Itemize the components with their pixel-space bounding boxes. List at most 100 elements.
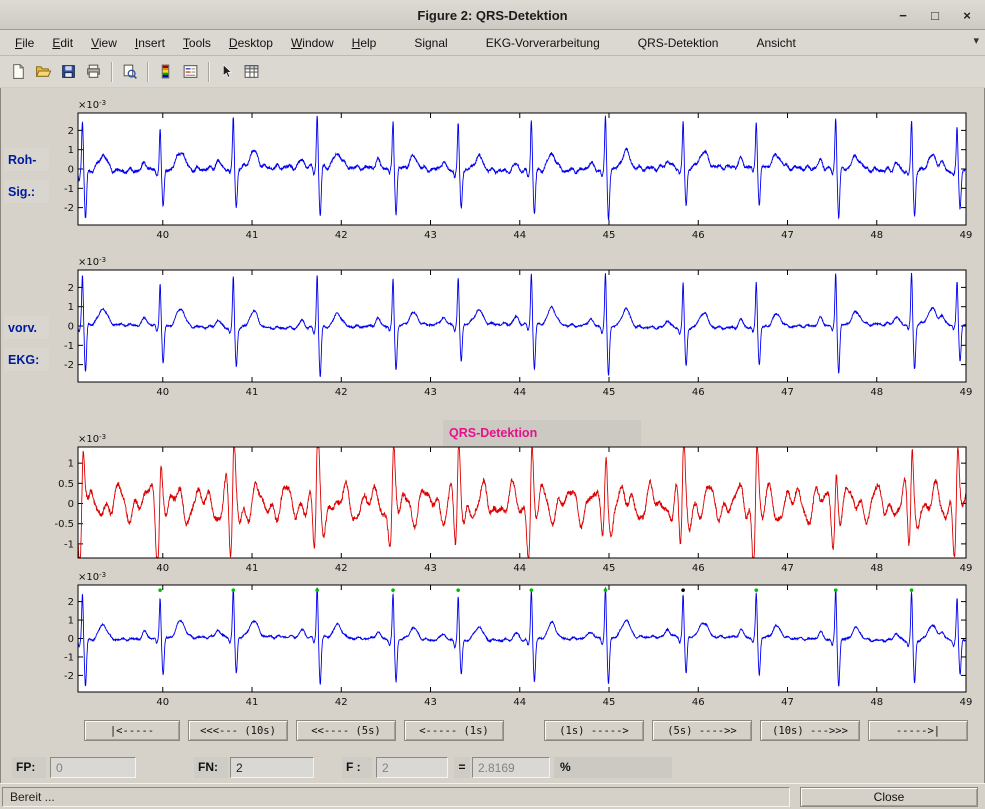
nav-forward-1s-button[interactable]: (1s) -----> — [544, 720, 644, 741]
maximize-icon[interactable]: □ — [931, 7, 939, 23]
menu-signal[interactable]: Signal — [414, 35, 448, 50]
print-preview-icon[interactable] — [117, 59, 142, 84]
svg-text:44: 44 — [513, 230, 526, 241]
svg-text:×10-3: ×10-3 — [78, 99, 106, 111]
svg-text:-2: -2 — [64, 671, 74, 682]
menu-ekg-vorverarbeitung[interactable]: EKG-Vorverarbeitung — [485, 35, 600, 50]
close-icon[interactable]: × — [963, 7, 971, 23]
svg-text:43: 43 — [424, 230, 437, 241]
insert-legend-icon[interactable] — [178, 59, 203, 84]
qrs-detection-header: QRS-Detektion — [443, 420, 641, 446]
svg-text:47: 47 — [781, 387, 794, 398]
data-table-icon[interactable] — [239, 59, 264, 84]
svg-text:45: 45 — [603, 697, 616, 708]
nav-jump-end-button[interactable]: ----->| — [868, 720, 968, 741]
svg-text:0: 0 — [68, 322, 74, 333]
menu-view[interactable]: View — [91, 35, 117, 50]
svg-text:1: 1 — [68, 145, 74, 156]
percent-label: % — [554, 757, 672, 778]
f-label: F : — [342, 757, 372, 778]
svg-text:-1: -1 — [64, 184, 74, 195]
svg-text:40: 40 — [156, 563, 169, 574]
menu-file[interactable]: File — [15, 35, 35, 50]
svg-text:40: 40 — [156, 387, 169, 398]
nav-forward-10s-button[interactable]: (10s) --->>> — [760, 720, 860, 741]
svg-text:-1: -1 — [64, 539, 74, 550]
svg-text:44: 44 — [513, 387, 526, 398]
colorbar-icon[interactable] — [153, 59, 178, 84]
fn-input[interactable] — [230, 757, 314, 778]
plot-qrs-detection-signal: 40 41 42 43 44 45 46 47 48 49 -1 -0.5 0 0.5 1 ×10-3 — [54, 433, 972, 574]
fp-input[interactable] — [50, 757, 136, 778]
nav-back-1s-button[interactable]: <----- (1s) — [404, 720, 504, 741]
open-folder-icon[interactable] — [31, 59, 56, 84]
svg-text:41: 41 — [246, 387, 259, 398]
status-text: Bereit ... — [2, 787, 790, 807]
svg-text:48: 48 — [870, 563, 883, 574]
svg-text:1: 1 — [68, 459, 74, 470]
menu-overflow-icon[interactable]: ▾ — [973, 35, 979, 47]
preprocessed-label-line2: EKG: — [4, 348, 49, 371]
svg-text:42: 42 — [335, 387, 348, 398]
minimize-icon[interactable]: − — [899, 7, 907, 23]
raw-signal-label-line2: Sig.: — [4, 180, 49, 203]
menu-help[interactable]: Help — [351, 35, 377, 50]
svg-text:×10-3: ×10-3 — [78, 256, 106, 268]
svg-text:47: 47 — [781, 230, 794, 241]
equals-label: = — [454, 757, 470, 778]
nav-jump-start-button[interactable]: |<----- — [84, 720, 180, 741]
menu-desktop[interactable]: Desktop — [228, 35, 273, 50]
menu-tools[interactable]: Tools — [182, 35, 211, 50]
fn-label: FN: — [194, 757, 228, 778]
svg-text:45: 45 — [603, 387, 616, 398]
svg-text:46: 46 — [692, 563, 705, 574]
nav-forward-5s-button[interactable]: (5s) ---->> — [652, 720, 752, 741]
print-icon[interactable] — [81, 59, 106, 84]
menu-edit[interactable]: Edit — [52, 35, 74, 50]
toolbar-separator — [208, 61, 209, 82]
svg-text:-2: -2 — [64, 360, 74, 371]
svg-text:40: 40 — [156, 230, 169, 241]
toolbar-separator — [111, 61, 112, 82]
menu-insert[interactable]: Insert — [134, 35, 165, 50]
svg-text:-1: -1 — [64, 341, 74, 352]
svg-text:44: 44 — [513, 697, 526, 708]
nav-back-10s-button[interactable]: <<<--- (10s) — [188, 720, 288, 741]
nav-back-5s-button[interactable]: <<---- (5s) — [296, 720, 396, 741]
svg-text:46: 46 — [692, 387, 705, 398]
svg-text:41: 41 — [246, 563, 259, 574]
plot-detected-beats: 40 41 42 43 44 45 46 47 48 49 -2 -1 0 1 2 ×10-3 — [64, 571, 972, 708]
menu-ansicht[interactable]: Ansicht — [756, 35, 796, 50]
svg-text:0.5: 0.5 — [58, 479, 74, 490]
close-button[interactable]: Close — [800, 787, 978, 807]
svg-text:48: 48 — [870, 230, 883, 241]
save-icon[interactable] — [56, 59, 81, 84]
f-input[interactable] — [376, 757, 448, 778]
menu-window[interactable]: Window — [290, 35, 334, 50]
pointer-icon[interactable] — [214, 59, 239, 84]
menu-qrs-detektion[interactable]: QRS-Detektion — [637, 35, 719, 50]
new-document-icon[interactable] — [6, 59, 31, 84]
svg-text:42: 42 — [335, 563, 348, 574]
plot-preprocessed-ecg: 40 41 42 43 44 45 46 47 48 49 -2 -1 0 1 2 ×10-3 — [64, 256, 973, 398]
svg-text:49: 49 — [960, 387, 973, 398]
svg-text:2: 2 — [68, 283, 74, 294]
toolbar-separator — [147, 61, 148, 82]
plot-raw-signal: 40 41 42 43 44 45 46 47 48 49 -2 -1 0 1 2 ×10-3 — [64, 99, 972, 241]
svg-text:-0.5: -0.5 — [54, 519, 74, 530]
svg-text:47: 47 — [781, 563, 794, 574]
svg-text:47: 47 — [781, 697, 794, 708]
svg-text:0: 0 — [68, 634, 74, 645]
svg-text:2: 2 — [68, 126, 74, 137]
statusbar: Bereit ... Close — [0, 783, 985, 809]
error-percent-input[interactable] — [472, 757, 550, 778]
svg-text:45: 45 — [603, 563, 616, 574]
svg-text:×10-3: ×10-3 — [78, 571, 106, 583]
svg-text:43: 43 — [424, 563, 437, 574]
svg-text:1: 1 — [68, 616, 74, 627]
svg-text:0: 0 — [68, 165, 74, 176]
svg-text:2: 2 — [68, 597, 74, 608]
svg-text:-2: -2 — [64, 203, 74, 214]
svg-text:41: 41 — [246, 697, 259, 708]
raw-signal-label-line1: Roh- — [4, 148, 49, 171]
